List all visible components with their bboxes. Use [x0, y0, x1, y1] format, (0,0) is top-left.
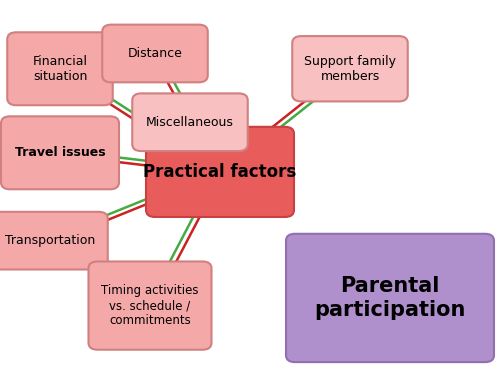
Text: Financial
situation: Financial situation — [32, 55, 88, 83]
Text: Distance: Distance — [128, 47, 182, 60]
FancyBboxPatch shape — [286, 234, 494, 362]
FancyBboxPatch shape — [102, 24, 208, 83]
FancyBboxPatch shape — [132, 93, 248, 151]
Text: Support family
members: Support family members — [304, 55, 396, 83]
Text: Parental
participation: Parental participation — [314, 276, 466, 320]
FancyBboxPatch shape — [88, 261, 212, 350]
FancyBboxPatch shape — [8, 32, 113, 105]
Text: Practical factors: Practical factors — [144, 163, 296, 181]
FancyBboxPatch shape — [292, 36, 408, 102]
Text: Travel issues: Travel issues — [14, 146, 106, 159]
FancyBboxPatch shape — [1, 116, 119, 189]
Text: Miscellaneous: Miscellaneous — [146, 116, 234, 129]
FancyBboxPatch shape — [146, 127, 294, 217]
FancyBboxPatch shape — [0, 212, 108, 270]
Text: Transportation: Transportation — [5, 234, 95, 247]
Text: Timing activities
vs. schedule /
commitments: Timing activities vs. schedule / commitm… — [101, 284, 199, 327]
